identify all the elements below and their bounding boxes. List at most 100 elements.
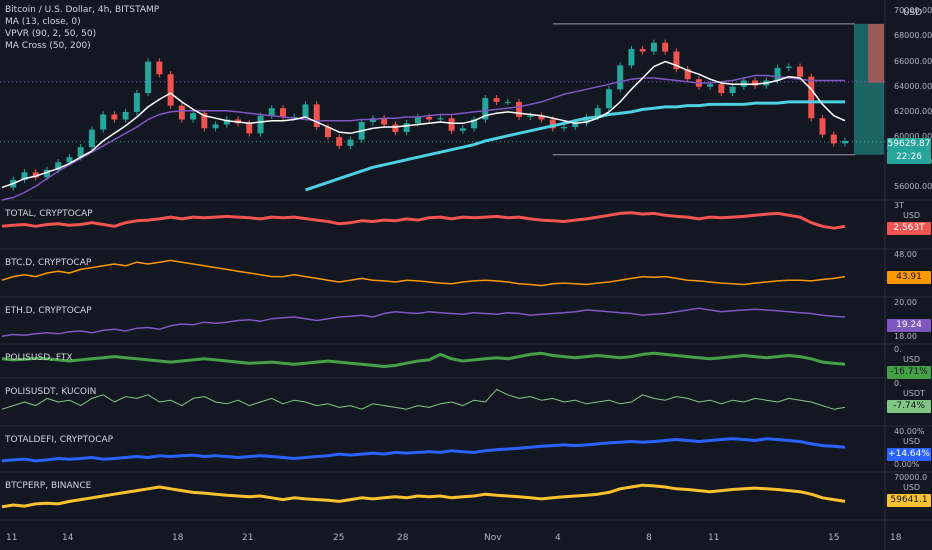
candle-body-28 [313, 104, 320, 128]
pane-value-tag-3: -16.71% [887, 366, 931, 379]
main-chart-title: Bitcoin / U.S. Dollar, 4h, BITSTAMP [5, 5, 160, 15]
candle-body-75 [842, 140, 848, 144]
candle-body-15 [167, 74, 174, 106]
x-tick-label: 4 [555, 533, 561, 543]
candle-body-36 [403, 123, 410, 133]
candle-body-59 [662, 42, 669, 52]
candle-body-38 [426, 116, 433, 120]
x-tick-label: 25 [333, 533, 345, 543]
candle-body-40 [448, 118, 455, 131]
pane-value-tag-5: +14.64% [887, 448, 931, 461]
pane-unit-0: USD [903, 211, 921, 220]
candle-body-5 [55, 162, 62, 170]
pane-unit-5: USD [903, 437, 921, 446]
candle-body-41 [459, 128, 466, 131]
candle-body-49 [549, 119, 556, 129]
candle-body-13 [145, 61, 152, 94]
candle-body-67 [752, 80, 759, 86]
candle-body-58 [650, 42, 657, 52]
pane-top-tick-2: 20.00 [894, 298, 917, 307]
indicator-vpvr-label: VPVR (90, 2, 50, 50) [5, 29, 97, 39]
pane-line-3 [1, 351, 846, 368]
pane-title-3: POLISUSD, FTX [5, 353, 73, 363]
candle-body-47 [527, 115, 534, 117]
x-tick-label: 18 [172, 533, 184, 543]
candle-body-46 [516, 101, 523, 117]
pane-unit-3: USD [903, 355, 921, 364]
ma200-line [305, 100, 845, 192]
candle-body-44 [493, 98, 500, 102]
candle-body-70 [785, 66, 792, 68]
x-tick-label: 18 [890, 533, 902, 543]
candle-body-17 [190, 113, 197, 120]
candle-body-9 [100, 114, 107, 130]
candle-body-39 [437, 118, 444, 120]
pane-value-tag-0: 2.563T [887, 222, 931, 235]
candle-body-16 [178, 105, 185, 120]
price-tag: 59629.87 [887, 138, 931, 151]
pane-value-tag-1: 43.91 [887, 271, 931, 284]
x-tick-label: 8 [646, 533, 652, 543]
pane-top-tick-3: 0. [894, 345, 902, 354]
x-tick-label: Nov [484, 533, 502, 543]
candle-body-45 [504, 101, 511, 103]
candle-body-37 [414, 116, 421, 124]
y-tick-label: 60000.00 [894, 132, 932, 142]
y-tick-label: 70000.00 [894, 6, 932, 16]
y-tick-label: 62000.00 [894, 106, 932, 116]
candle-body-8 [88, 129, 95, 148]
candle-body-29 [324, 127, 331, 138]
indicator-ma-label: MA (13, close, 0) [5, 17, 81, 27]
candle-body-22 [246, 123, 253, 134]
pane-top-tick-0: 3T [894, 201, 904, 210]
pane-value-tag-4: -7.74% [887, 400, 931, 413]
ma13-line [1, 60, 846, 189]
candle-body-23 [257, 115, 264, 134]
candle-body-12 [133, 93, 140, 112]
candle-body-74 [830, 134, 837, 144]
pane-title-2: ETH.D, CRYPTOCAP [5, 306, 92, 316]
candle-body-51 [572, 123, 579, 128]
candle-body-11 [122, 111, 129, 120]
x-tick-label: 21 [242, 533, 254, 543]
candle-body-10 [111, 114, 118, 120]
candle-body-61 [684, 69, 691, 80]
pane-title-5: TOTALDEFI, CRYPTOCAP [5, 435, 114, 445]
pane-line-4 [1, 388, 846, 410]
candle-body-24 [268, 108, 275, 116]
candle-body-25 [280, 108, 286, 117]
candle-body-56 [628, 49, 635, 66]
candle-body-6 [66, 157, 73, 163]
pane-value-tag-6: 59641.1 [887, 494, 931, 507]
candle-body-54 [605, 89, 612, 109]
countdown-tag: 22:26 [887, 151, 931, 164]
candle-body-7 [77, 147, 84, 158]
x-tick-label: 14 [62, 533, 74, 543]
candle-body-60 [673, 51, 680, 70]
pane-top-tick-5: 40.00% [894, 427, 925, 436]
candle-body-31 [347, 139, 354, 146]
y-tick-label: 64000.00 [894, 81, 932, 91]
pane-title-4: POLISUSDT, KUCOIN [5, 387, 97, 397]
pane-top-tick-4: 0. [894, 379, 902, 388]
main-currency-label: USD [903, 8, 923, 18]
y-tick-label: 56000.00 [894, 182, 932, 192]
candle-body-2 [21, 172, 28, 180]
candle-body-30 [336, 137, 343, 146]
x-tick-label: 15 [828, 533, 840, 543]
candle-body-55 [617, 65, 624, 90]
vpvr-down-block [868, 23, 884, 83]
pane-line-5 [1, 437, 846, 463]
candle-body-69 [774, 67, 781, 81]
pane-title-1: BTC.D, CRYPTOCAP [5, 258, 92, 268]
candle-body-63 [707, 84, 714, 87]
candle-body-53 [594, 108, 601, 117]
candle-body-72 [808, 76, 815, 119]
candle-body-43 [482, 98, 489, 120]
x-tick-label: 11 [6, 533, 18, 543]
pane-title-6: BTCPERP, BINANCE [5, 481, 92, 491]
pane-top-tick-1: 48.00 [894, 250, 917, 259]
y-tick-label: 66000.00 [894, 56, 932, 66]
candle-body-71 [797, 66, 804, 77]
